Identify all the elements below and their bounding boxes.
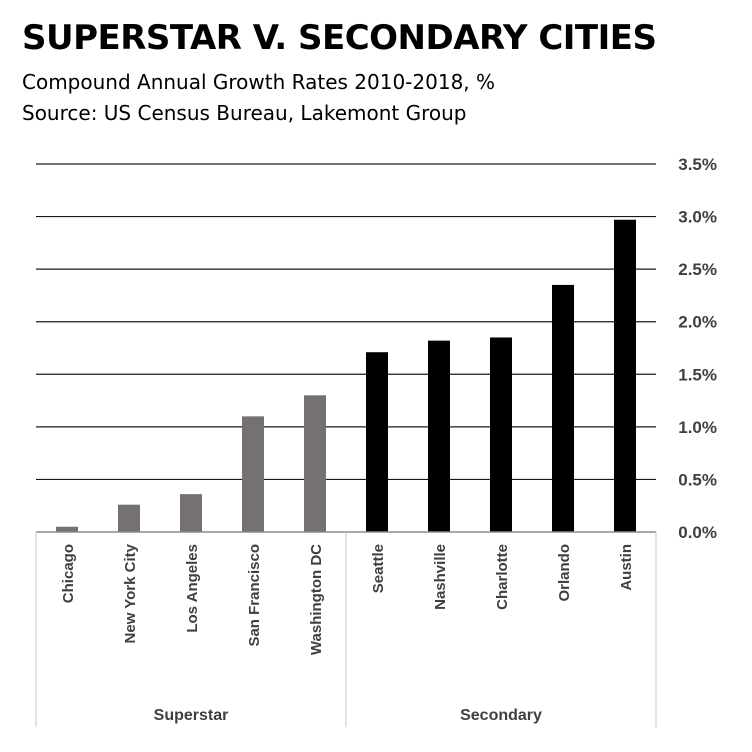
- category-label: Nashville: [432, 544, 449, 610]
- category-axis: [35, 531, 657, 727]
- bar: [242, 416, 264, 532]
- y-tick-label: 3.5%: [678, 155, 717, 174]
- bar: [56, 526, 78, 532]
- y-tick-label: 0.5%: [678, 470, 717, 489]
- bar: [614, 219, 636, 532]
- category-label: New York City: [122, 543, 139, 643]
- group-label: Secondary: [460, 707, 542, 724]
- chart-title: SUPERSTAR V. SECONDARY CITIES: [22, 18, 657, 58]
- bar: [552, 284, 574, 532]
- y-tick-label: 1.5%: [678, 365, 717, 384]
- y-tick-label: 3.0%: [678, 208, 717, 227]
- bar: [180, 494, 202, 532]
- category-labels: Chicago New York City Los Angeles San Franc…: [60, 543, 635, 655]
- y-tick-label: 1.0%: [678, 418, 717, 437]
- bar: [366, 352, 388, 532]
- category-label: Los Angeles: [184, 544, 201, 633]
- category-label: Charlotte: [494, 544, 511, 610]
- chart-subtitle: Compound Annual Growth Rates 2010-2018, …: [22, 70, 496, 94]
- bar: [304, 395, 326, 532]
- y-tick-label: 2.0%: [678, 313, 717, 332]
- bar: [118, 504, 140, 532]
- y-tick-label: 2.5%: [678, 260, 717, 279]
- group-label: Superstar: [154, 707, 229, 724]
- category-label: Orlando: [556, 544, 573, 602]
- category-label: Washington DC: [308, 544, 325, 655]
- category-label: Seattle: [370, 544, 387, 593]
- y-tick-label: 0.0%: [678, 523, 717, 542]
- bar: [428, 340, 450, 532]
- category-label: Chicago: [60, 544, 77, 603]
- category-label: San Francisco: [246, 544, 263, 647]
- y-axis-ticks: 0.0% 0.5% 1.0% 1.5% 2.0% 2.5% 3.0% 3.5%: [678, 155, 717, 542]
- category-label: Austin: [618, 544, 635, 591]
- chart-source: Source: US Census Bureau, Lakemont Group: [22, 101, 467, 125]
- bars: [56, 219, 636, 532]
- group-labels: Superstar Secondary: [154, 707, 542, 724]
- bar: [490, 337, 512, 532]
